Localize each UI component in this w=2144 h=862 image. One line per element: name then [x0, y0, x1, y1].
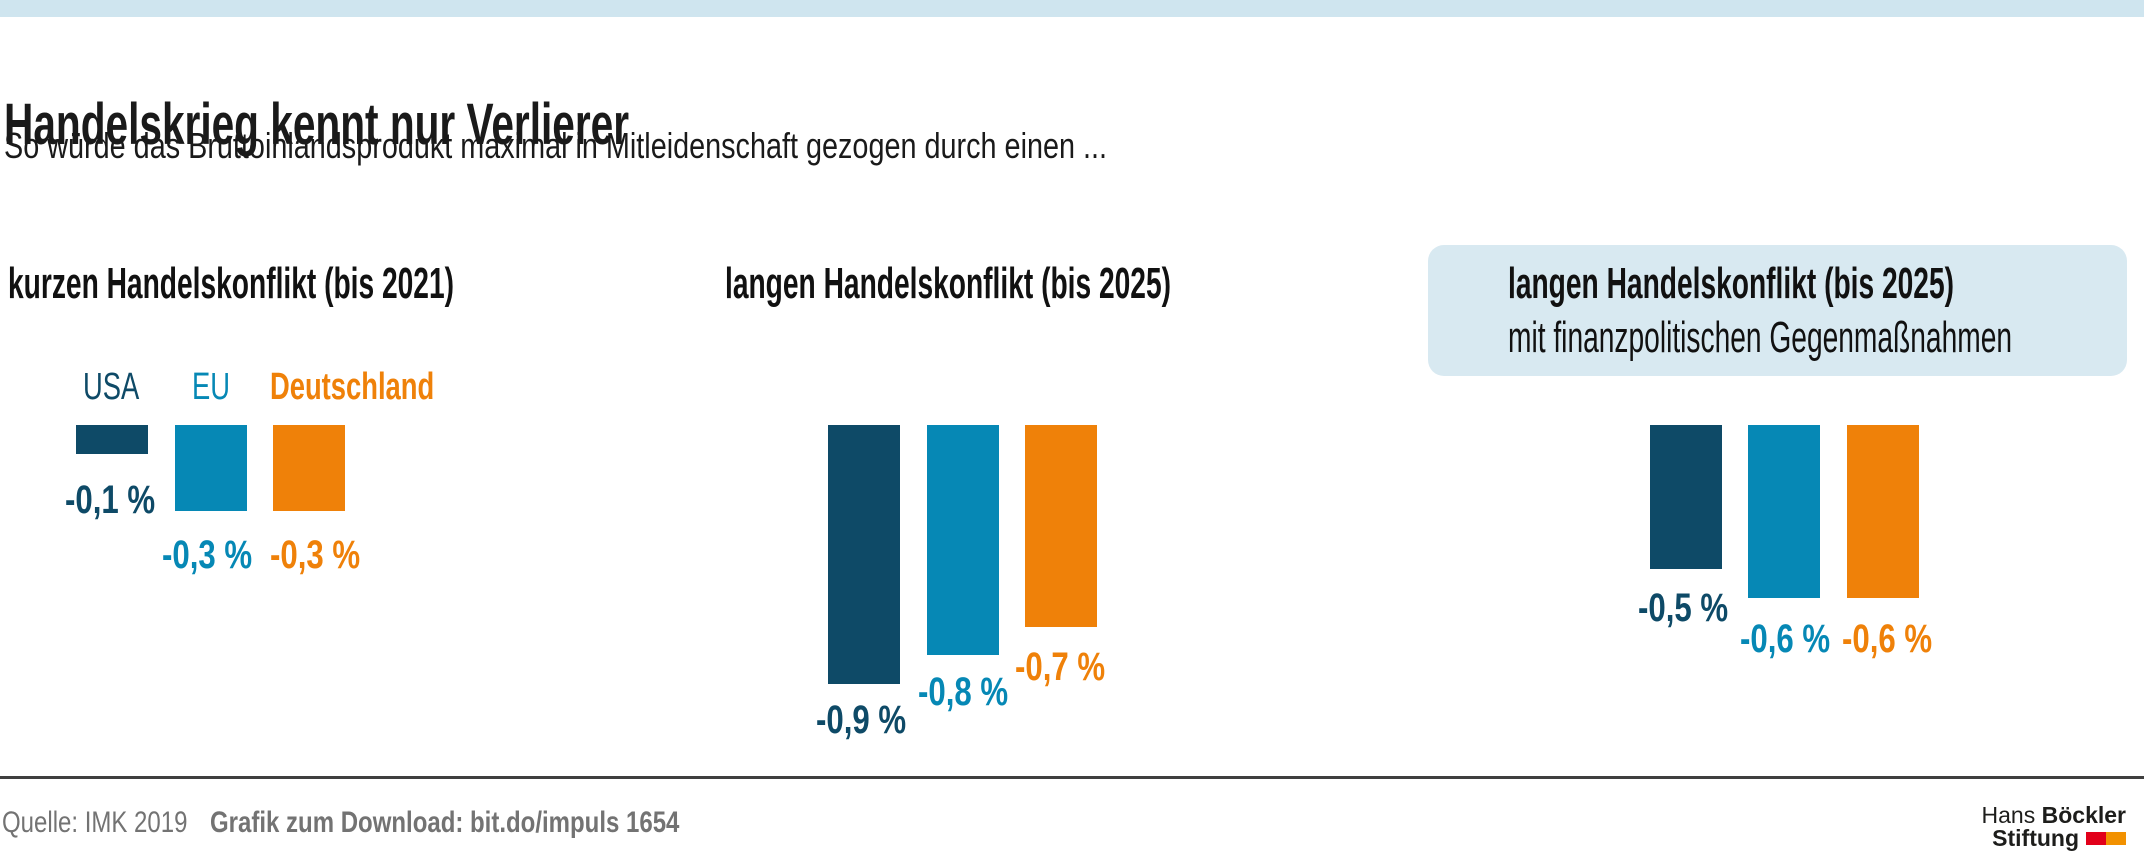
- bar-panel3-usa: [1650, 425, 1722, 569]
- value-label-panel2-eu: -0,8 %: [918, 672, 1034, 712]
- page-subtitle: So würde das Bruttoinlandsprodukt maxima…: [4, 128, 1383, 164]
- value-label-panel1-eu: -0,3 %: [162, 535, 278, 575]
- value-text: -0,9 %: [816, 698, 907, 742]
- bar-panel1-usa: [76, 425, 148, 454]
- hans-boeckler-logo-line2: Stiftung: [1992, 827, 2126, 850]
- download-note: Grafik zum Download: bit.do/impuls 1654: [210, 808, 797, 838]
- logo-hans: Hans: [1981, 802, 2042, 828]
- legend-label-usa: USA: [83, 366, 140, 408]
- legend-item-eu: EU: [192, 368, 245, 406]
- bar-panel3-eu: [1748, 425, 1820, 598]
- download-text: Grafik zum Download: bit.do/impuls 1654: [210, 806, 680, 839]
- source-text: Quelle: IMK 2019: [2, 806, 188, 839]
- source-note: Quelle: IMK 2019: [2, 808, 234, 838]
- bar-panel3-deutschland: [1847, 425, 1919, 598]
- logo-boeckler: Böckler: [2041, 802, 2126, 828]
- panel3-highlight-box: [1428, 245, 2127, 376]
- value-label-panel2-usa: -0,9 %: [816, 700, 932, 740]
- value-label-panel3-eu: -0,6 %: [1740, 619, 1856, 659]
- legend-label-eu: EU: [192, 366, 231, 408]
- value-text: -0,5 %: [1638, 586, 1729, 630]
- value-text: -0,3 %: [270, 533, 361, 577]
- top-accent-strip: [0, 0, 2144, 17]
- panel2-heading: langen Handelskonflikt (bis 2025): [725, 262, 1422, 306]
- value-text: -0,8 %: [918, 670, 1009, 714]
- page-title: Handelskrieg kennt nur Verlierer: [4, 91, 897, 157]
- panel2-heading-text: langen Handelskonflikt (bis 2025): [725, 259, 1171, 308]
- value-label-panel1-deutschland: -0,3 %: [270, 535, 386, 575]
- bar-panel2-deutschland: [1025, 425, 1097, 627]
- bar-panel2-eu: [927, 425, 999, 655]
- panel1-heading: kurzen Handelskonflikt (bis 2021): [8, 262, 705, 306]
- logo-orange-block-icon: [2106, 832, 2126, 845]
- page-subtitle-text: So würde das Bruttoinlandsprodukt maxima…: [4, 125, 1108, 166]
- panel3-subheading-text: mit finanzpolitischen Gegenmaßnahmen: [1508, 313, 2013, 362]
- panel1-heading-text: kurzen Handelskonflikt (bis 2021): [8, 259, 454, 308]
- value-text: -0,6 %: [1740, 617, 1831, 661]
- bar-panel1-deutschland: [273, 425, 345, 511]
- bar-panel2-usa: [828, 425, 900, 684]
- logo-stiftung: Stiftung: [1992, 825, 2079, 851]
- legend-label-deutschland: Deutschland: [270, 366, 435, 408]
- legend-item-deutschland: Deutschland: [270, 368, 498, 406]
- panel3-heading-text: langen Handelskonflikt (bis 2025): [1508, 259, 1954, 308]
- value-text: -0,7 %: [1015, 645, 1106, 689]
- logo-red-block-icon: [2086, 832, 2106, 845]
- bar-panel1-eu: [175, 425, 247, 511]
- value-text: -0,6 %: [1842, 617, 1933, 661]
- legend-item-usa: USA: [83, 368, 161, 406]
- panel3-subheading: mit finanzpolitischen Gegenmaßnahmen: [1508, 316, 2144, 360]
- value-label-panel3-usa: -0,5 %: [1638, 588, 1754, 628]
- value-label-panel2-deutschland: -0,7 %: [1015, 647, 1131, 687]
- page-title-text: Handelskrieg kennt nur Verlierer: [4, 91, 630, 157]
- value-text: -0,1 %: [65, 478, 156, 522]
- footer-divider: [0, 776, 2144, 779]
- value-label-panel1-usa: -0,1 %: [65, 480, 181, 520]
- panel3-heading: langen Handelskonflikt (bis 2025): [1508, 262, 2144, 306]
- value-text: -0,3 %: [162, 533, 253, 577]
- hans-boeckler-logo-line1: Hans Böckler: [1982, 804, 2126, 827]
- value-label-panel3-deutschland: -0,6 %: [1842, 619, 1958, 659]
